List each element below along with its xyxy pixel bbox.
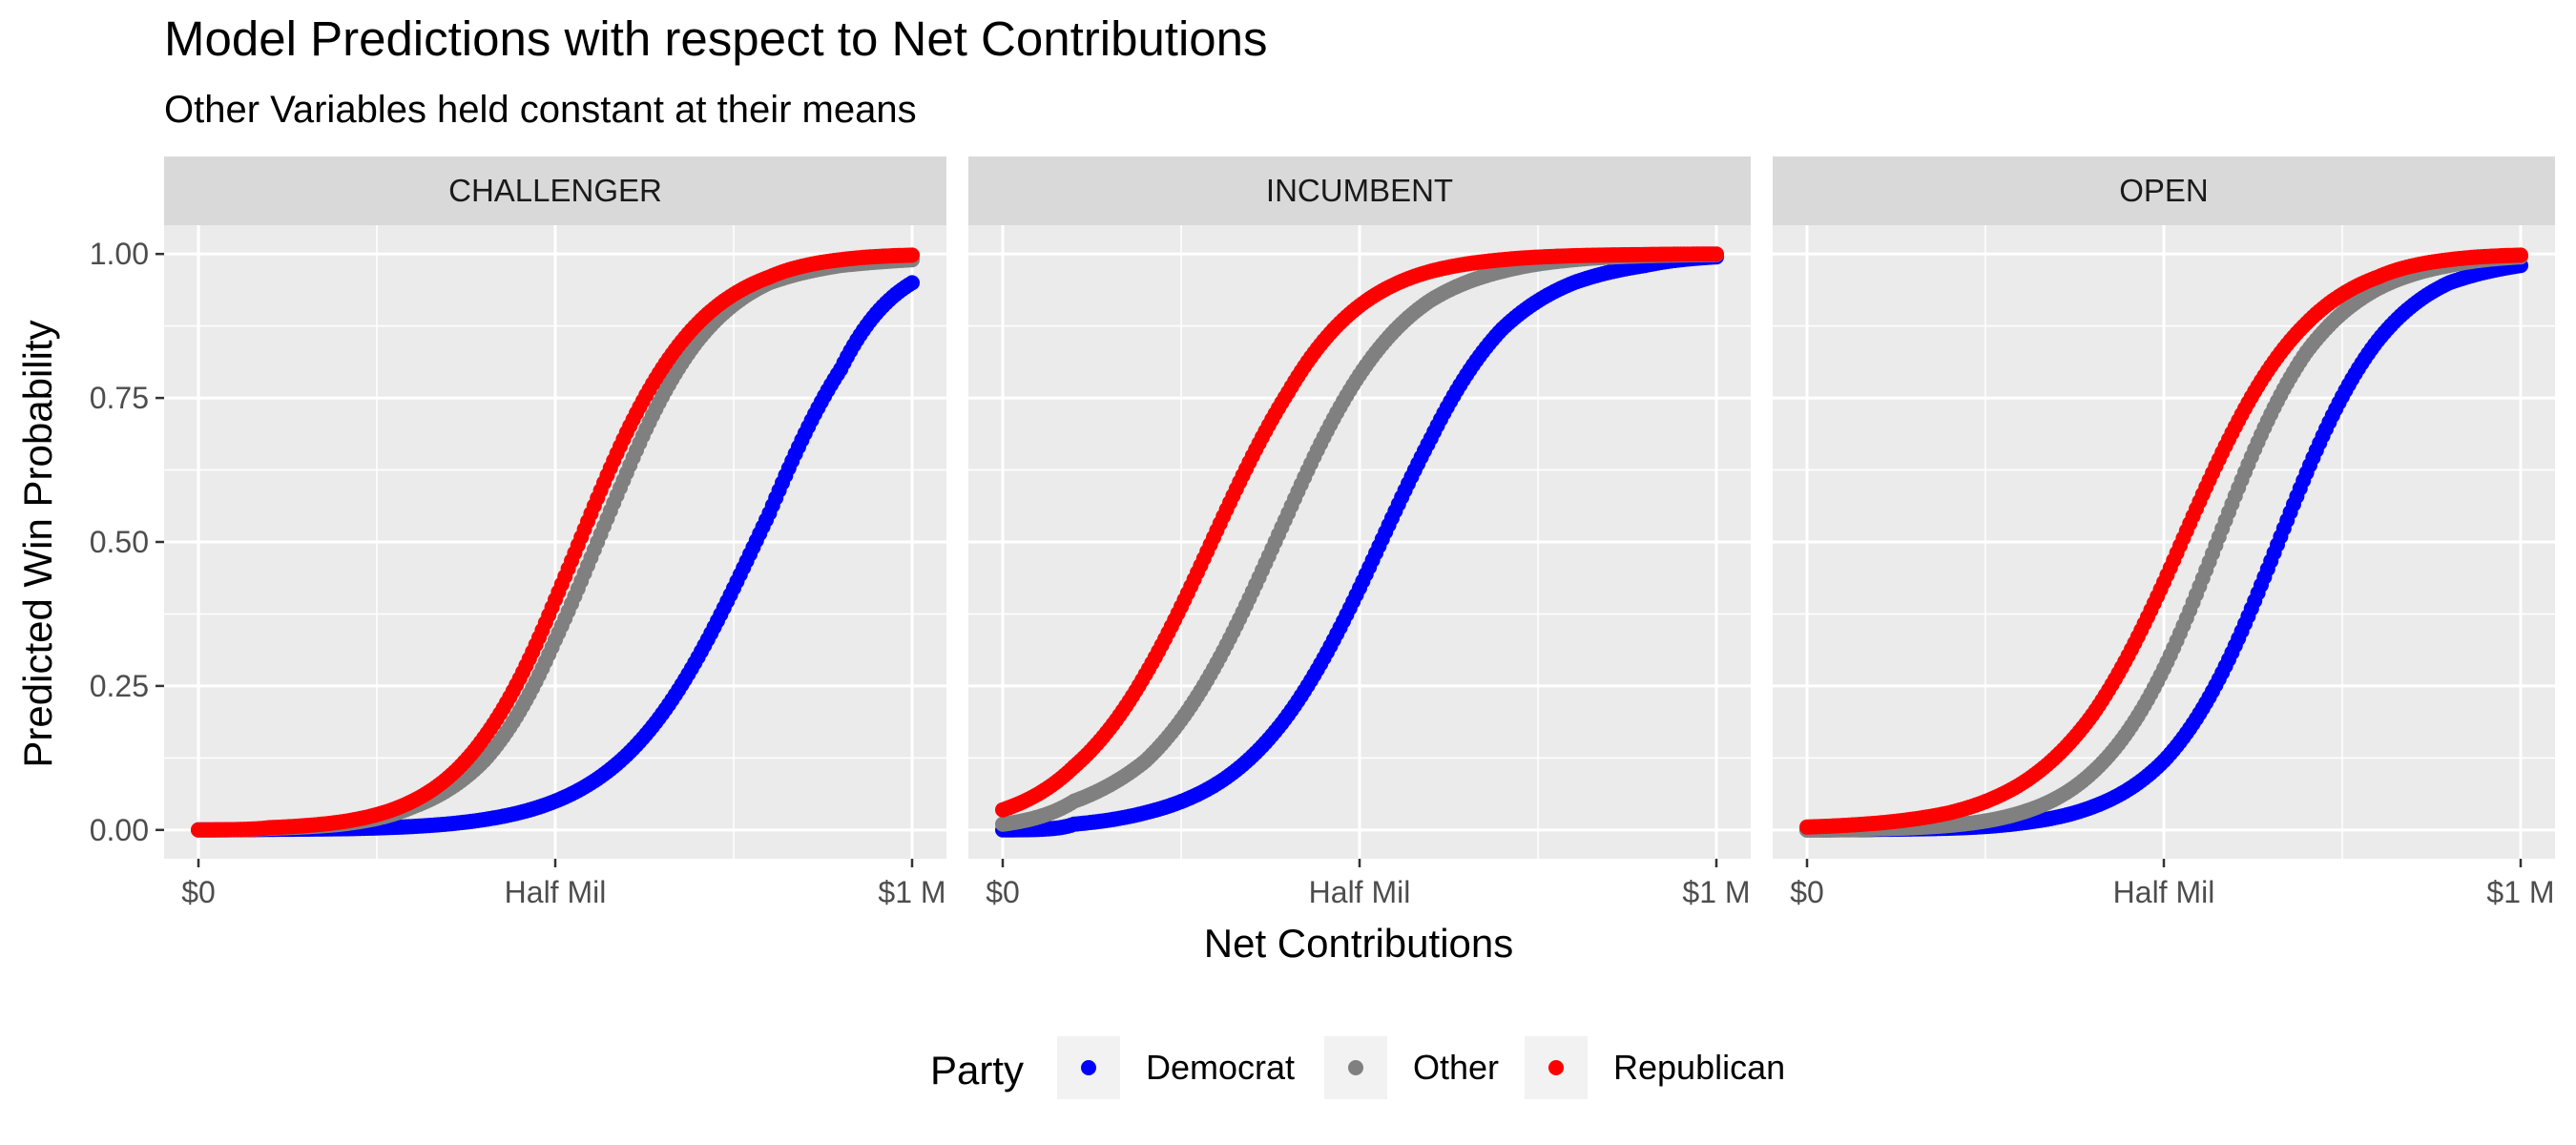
data-point	[2513, 247, 2528, 262]
panel-open: OPEN $0 Half Mil $1 M	[1773, 156, 2555, 909]
y-tick-label: 0.50	[90, 525, 149, 559]
chart-subtitle: Other Variables held constant at their m…	[164, 89, 917, 131]
x-tick-label: $1 M	[878, 875, 945, 909]
data-point	[1709, 246, 1724, 261]
legend-title: Party	[930, 1048, 1024, 1093]
y-tick-label: 0.00	[90, 813, 149, 847]
x-tick-label: Half Mil	[505, 875, 607, 909]
facet-strip-label: CHALLENGER	[448, 173, 662, 208]
x-tick-label: Half Mil	[2113, 875, 2215, 909]
y-tick-label: 1.00	[90, 237, 149, 271]
legend-label: Republican	[1613, 1048, 1785, 1087]
x-tick-label: $1 M	[1682, 875, 1750, 909]
facet-panels: CHALLENGER $0 Half Mil $1 M 0.00 0.25 0.50 0.75…	[90, 156, 2555, 909]
x-tick-label: $0	[1790, 875, 1824, 909]
x-tick-label: $1 M	[2486, 875, 2554, 909]
x-tick-label: $0	[986, 875, 1020, 909]
legend-label: Democrat	[1146, 1048, 1295, 1087]
data-point	[904, 275, 920, 290]
legend-swatch	[1081, 1060, 1096, 1075]
y-tick-label: 0.25	[90, 669, 149, 703]
chart-title: Model Predictions with respect to Net Co…	[164, 11, 1268, 66]
x-tick-label: Half Mil	[1309, 875, 1411, 909]
panel-challenger: CHALLENGER $0 Half Mil $1 M 0.00 0.25 0.50 0.75…	[90, 156, 946, 909]
x-tick-label: $0	[181, 875, 216, 909]
data-point	[904, 247, 920, 262]
y-tick-label: 0.75	[90, 381, 149, 415]
legend-swatch	[1348, 1060, 1363, 1075]
legend: Party Democrat Other Republican	[930, 1036, 1785, 1099]
x-axis-title: Net Contributions	[1204, 921, 1514, 966]
facet-strip-label: OPEN	[2119, 173, 2209, 208]
facet-strip-label: INCUMBENT	[1266, 173, 1453, 208]
legend-label: Other	[1413, 1048, 1499, 1087]
legend-swatch	[1548, 1060, 1564, 1075]
y-axis-title: Predicted Win Probability	[15, 320, 60, 767]
panel-incumbent: INCUMBENT $0 Half Mil $1 M	[968, 156, 1751, 909]
